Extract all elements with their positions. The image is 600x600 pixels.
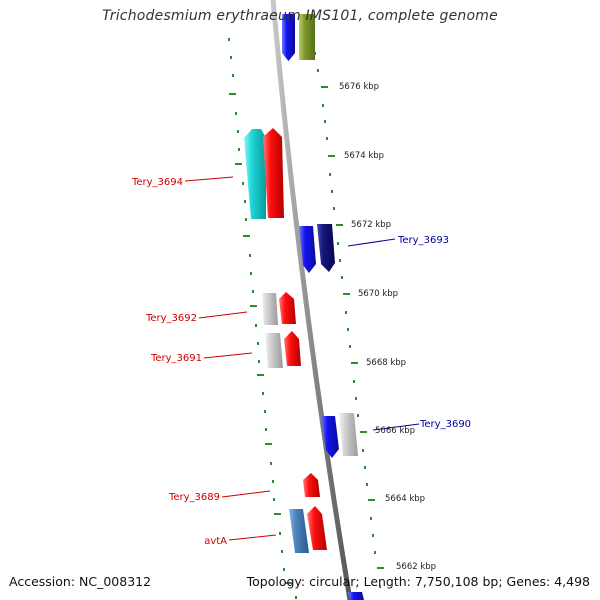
gene-leader-lines <box>184 176 420 541</box>
gene-arrow-gray-3692 <box>262 293 278 325</box>
gene-arrow-gray-3691 <box>265 333 283 368</box>
genome-title: Trichodesmium erythraeum IMS101, complet… <box>102 8 498 24</box>
chromosome-backbone <box>270 0 353 600</box>
gene-label-tery-3689[interactable]: Tery_3689 <box>168 492 220 503</box>
gene-label-tery-3691[interactable]: Tery_3691 <box>150 353 202 364</box>
kbp-tick-labels: 5676 kbp 5674 kbp 5672 kbp 5670 kbp 5668… <box>339 82 436 572</box>
gene-labels: Tery_3694 Tery_3693 Tery_3692 Tery_3691 … <box>131 177 471 547</box>
gene-label-tery-3692[interactable]: Tery_3692 <box>145 313 197 324</box>
gene-arrow-olive-top <box>299 14 315 60</box>
gene-arrow-steel <box>289 509 309 553</box>
gene-arrow-blue-bottom <box>348 592 364 600</box>
gene-arrow-tery-3692 <box>279 292 296 324</box>
gene-arrow-tery-3689 <box>303 473 320 497</box>
gene-arrow-blue-top <box>282 14 295 61</box>
gene-label-tery-3693[interactable]: Tery_3693 <box>397 235 449 246</box>
tick-label: 5676 kbp <box>339 82 379 92</box>
gene-arrow-tery-3693 <box>317 224 335 272</box>
tick-label: 5662 kbp <box>396 562 436 572</box>
gene-arrow-blue-mid <box>299 226 316 273</box>
tick-label: 5674 kbp <box>344 151 384 161</box>
outer-tick-rail <box>309 35 384 588</box>
gene-arrow-blue-3690 <box>321 416 339 458</box>
gene-arrow-cyan <box>244 129 266 219</box>
genome-summary-text: Topology: circular; Length: 7,750,108 bp… <box>246 574 590 589</box>
gene-arrow-tery-3690 <box>339 413 358 456</box>
tick-label: 5668 kbp <box>366 358 406 368</box>
tick-label: 5664 kbp <box>385 494 425 504</box>
gene-label-tery-3694[interactable]: Tery_3694 <box>131 177 183 188</box>
tick-label: 5666 kbp <box>375 426 415 436</box>
inner-tick-rail <box>228 38 297 599</box>
gene-features <box>244 14 364 600</box>
gene-label-tery-3690[interactable]: Tery_3690 <box>419 419 471 430</box>
gene-arrow-avta <box>307 506 327 550</box>
accession-text: Accession: NC_008312 <box>9 574 152 589</box>
gene-label-avta[interactable]: avtA <box>204 536 227 547</box>
tick-label: 5672 kbp <box>351 220 391 230</box>
gene-arrow-tery-3694 <box>263 128 284 218</box>
gene-arrow-tery-3691 <box>284 331 301 366</box>
tick-label: 5670 kbp <box>358 289 398 299</box>
